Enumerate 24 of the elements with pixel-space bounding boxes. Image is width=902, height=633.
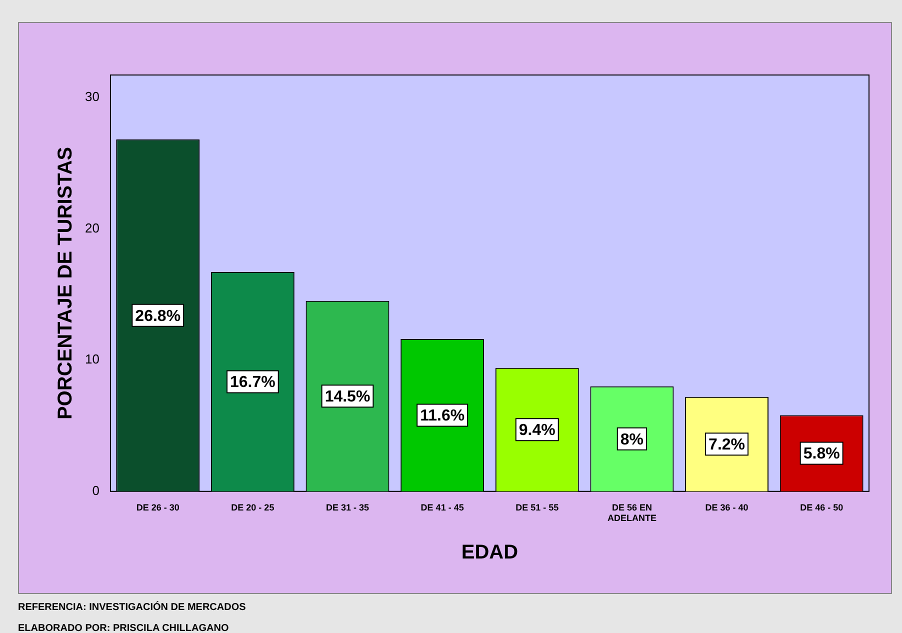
- y-tick-label: 0: [92, 482, 100, 498]
- text: REFERENCIA: INVESTIGACIÓN DE MERCADOS: [18, 600, 246, 615]
- data-label: 11.6%: [420, 408, 465, 425]
- data-label: 8%: [620, 431, 644, 448]
- data-label: 26.8%: [135, 308, 181, 325]
- x-tick-label: DE 36 - 40: [705, 502, 748, 512]
- x-tick-label: DE 31 - 35: [326, 502, 370, 512]
- y-tick-label: 30: [84, 88, 100, 104]
- text: ELABORADO POR: PRISCILA CHILLAGANO: [18, 622, 230, 633]
- x-tick-label: DE 26 - 30: [136, 502, 180, 512]
- y-axis-title: PORCENTAJE DE TURISTAS: [54, 146, 77, 420]
- x-tick-label: DE 20 - 25: [231, 502, 274, 512]
- data-label: 16.7%: [230, 374, 276, 392]
- x-tick-label: DE 46 - 50: [800, 502, 844, 512]
- data-label: 14.5%: [324, 388, 370, 406]
- y-tick-label: 20: [84, 220, 100, 236]
- x-tick-label: DE 56 EN ADELANTE: [607, 502, 656, 524]
- data-label: 9.4%: [518, 422, 556, 440]
- y-tick-label: 10: [84, 352, 100, 367]
- x-tick-label: DE 41 - 45: [420, 502, 464, 512]
- data-label: 5.8%: [803, 446, 840, 463]
- x-tick-label: DE 51 - 55: [516, 502, 559, 512]
- x-axis-title: EDAD: [461, 542, 518, 564]
- data-label: 7.2%: [708, 436, 746, 454]
